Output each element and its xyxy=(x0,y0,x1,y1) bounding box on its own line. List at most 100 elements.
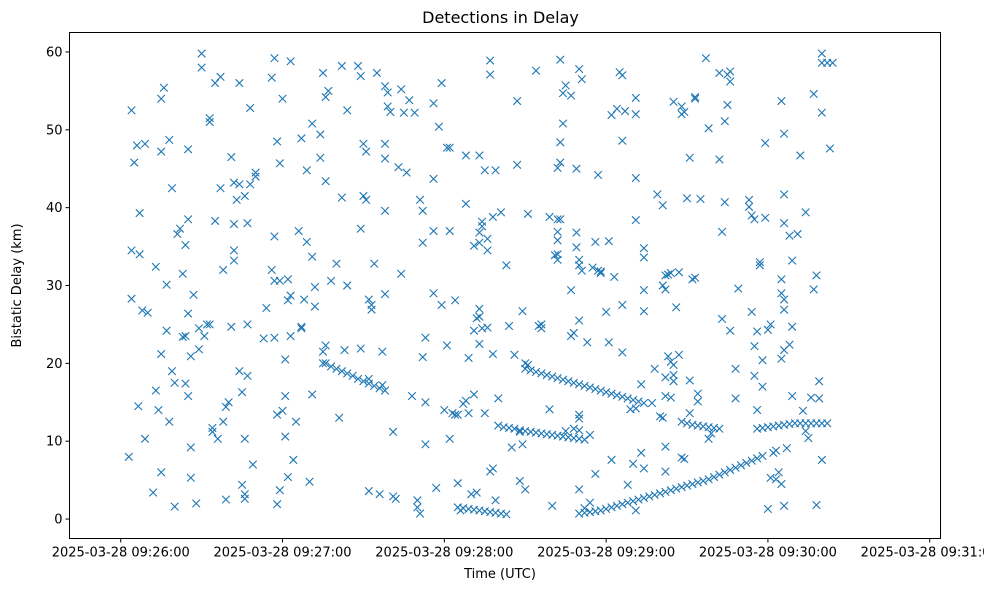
data-point xyxy=(639,398,649,408)
data-point xyxy=(610,272,619,282)
data-point xyxy=(356,344,365,353)
data-point xyxy=(518,440,527,449)
data-point xyxy=(156,147,166,156)
data-point xyxy=(639,285,649,295)
data-point xyxy=(812,500,821,510)
data-point xyxy=(574,316,584,325)
data-point xyxy=(245,103,255,113)
data-point xyxy=(386,107,395,117)
data-point xyxy=(631,506,640,515)
data-point xyxy=(588,263,597,272)
data-point xyxy=(332,364,341,373)
data-point xyxy=(639,307,649,316)
data-point xyxy=(127,106,136,115)
data-point xyxy=(475,151,484,160)
data-point xyxy=(156,94,166,103)
data-point xyxy=(297,322,306,331)
y-tick-label: 40 xyxy=(46,201,63,216)
data-point xyxy=(394,162,403,172)
data-point xyxy=(779,219,789,228)
data-point xyxy=(661,391,670,401)
data-point xyxy=(200,331,209,341)
data-point xyxy=(572,228,581,237)
data-point xyxy=(747,307,756,317)
data-point xyxy=(127,246,136,255)
data-point xyxy=(289,455,298,465)
data-point xyxy=(162,280,171,289)
data-point xyxy=(650,364,659,373)
data-point xyxy=(634,495,643,504)
data-point xyxy=(601,307,611,317)
data-point xyxy=(224,398,233,407)
data-point xyxy=(607,389,616,398)
data-point xyxy=(421,333,430,342)
data-point xyxy=(275,486,285,495)
data-point xyxy=(572,164,581,173)
data-point xyxy=(572,243,581,252)
data-point xyxy=(777,354,786,363)
data-point xyxy=(359,191,368,201)
data-point xyxy=(380,82,390,91)
data-point xyxy=(631,404,640,413)
data-point xyxy=(747,211,756,220)
data-point xyxy=(779,305,789,314)
data-point xyxy=(353,61,363,71)
data-point xyxy=(464,353,473,363)
data-point xyxy=(736,461,746,470)
data-point xyxy=(208,427,217,437)
data-point xyxy=(337,193,347,202)
data-point xyxy=(574,261,584,270)
data-point xyxy=(763,325,773,335)
data-point xyxy=(178,332,187,342)
data-point xyxy=(574,485,584,494)
data-point xyxy=(766,473,775,482)
data-point xyxy=(235,366,244,376)
data-point xyxy=(450,410,460,419)
data-point xyxy=(235,78,244,88)
data-point xyxy=(302,237,311,247)
data-point xyxy=(574,414,584,423)
data-point xyxy=(356,224,365,233)
data-point xyxy=(779,190,789,199)
data-point xyxy=(502,510,511,519)
data-point xyxy=(192,499,201,508)
data-point xyxy=(804,433,813,443)
data-point xyxy=(432,483,441,493)
data-point xyxy=(281,355,290,364)
data-point xyxy=(429,289,438,298)
data-point xyxy=(270,333,279,342)
data-point xyxy=(429,99,438,108)
data-point xyxy=(566,91,576,100)
data-point xyxy=(677,417,686,426)
data-point xyxy=(612,104,622,113)
data-point xyxy=(229,256,239,265)
data-point xyxy=(553,215,562,224)
data-point xyxy=(383,88,392,97)
data-point xyxy=(270,54,279,63)
data-point xyxy=(205,117,214,127)
data-point xyxy=(275,159,285,168)
data-point xyxy=(240,191,249,201)
data-point xyxy=(453,479,462,488)
data-point xyxy=(156,349,166,359)
data-point xyxy=(723,100,732,110)
data-point xyxy=(488,212,498,222)
data-point xyxy=(734,284,743,293)
data-point xyxy=(356,71,365,81)
data-point xyxy=(553,236,562,245)
data-point xyxy=(132,141,142,150)
data-point xyxy=(178,269,187,279)
data-point xyxy=(655,412,665,421)
data-point xyxy=(750,371,759,380)
data-point xyxy=(380,289,390,299)
y-tick-label: 30 xyxy=(46,279,63,294)
data-point xyxy=(680,454,689,464)
data-point xyxy=(672,484,681,493)
data-point xyxy=(725,77,735,86)
data-point xyxy=(669,377,678,386)
data-point xyxy=(569,424,578,433)
data-point xyxy=(251,168,260,177)
data-point xyxy=(140,139,150,149)
data-point xyxy=(334,413,344,423)
